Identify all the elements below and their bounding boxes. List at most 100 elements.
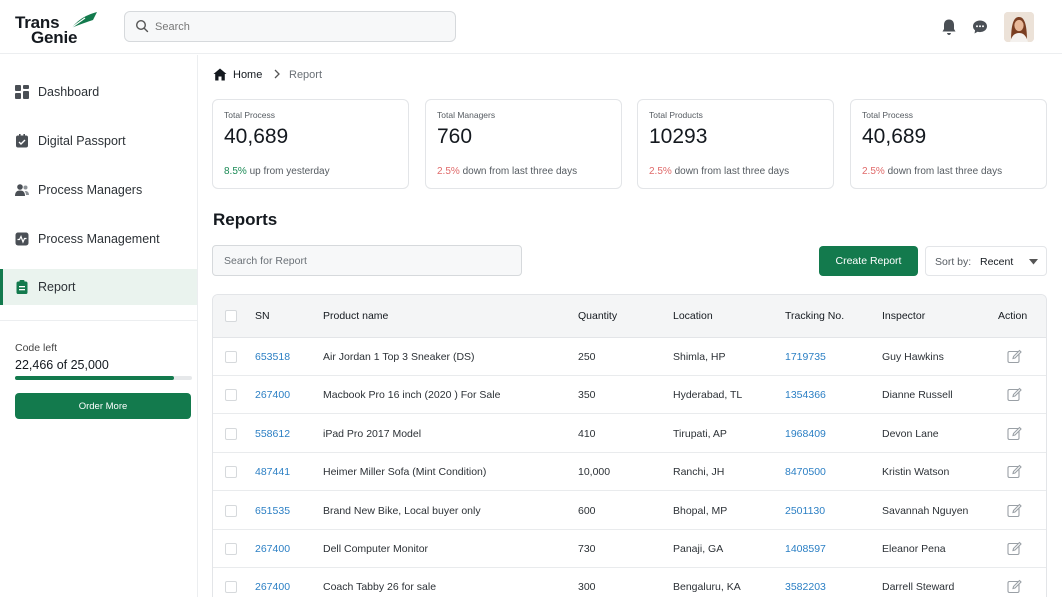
row-sn-link[interactable]: 267400	[255, 581, 291, 594]
sort-dropdown[interactable]: Sort by: Recent	[925, 246, 1047, 276]
activity-icon	[15, 232, 29, 246]
stat-trend: 8.5% up from yesterday	[224, 166, 330, 177]
stat-trend-percent: 2.5%	[862, 166, 885, 177]
sidebar-item-label: Dashboard	[38, 85, 100, 99]
stat-trend-percent: 2.5%	[437, 166, 460, 177]
logo-text-line1: Trans	[15, 13, 60, 32]
row-location: Bhopal, MP	[673, 504, 728, 517]
order-more-button[interactable]: Order More	[15, 393, 191, 419]
row-product-name: Coach Tabby 26 for sale	[323, 581, 437, 594]
row-inspector: Darrell Steward	[882, 581, 955, 594]
row-sn-link[interactable]: 558612	[255, 427, 291, 440]
passport-icon	[16, 134, 28, 148]
row-sn-link[interactable]: 651535	[255, 504, 291, 517]
row-location: Ranchi, JH	[673, 466, 725, 479]
edit-icon[interactable]	[1007, 387, 1022, 402]
reports-title: Reports	[213, 210, 278, 229]
stat-card: Total Managers 760 2.5% down from last t…	[425, 99, 622, 189]
row-tracking-link[interactable]: 1408597	[785, 543, 826, 555]
row-inspector: Savannah Nguyen	[882, 504, 969, 517]
row-tracking-link[interactable]: 1354366	[785, 389, 826, 402]
search-input[interactable]	[155, 12, 445, 41]
stat-label: Total Process	[224, 110, 276, 120]
sort-value: Recent	[980, 256, 1014, 268]
row-tracking-link[interactable]: 3582203	[785, 581, 826, 594]
edit-icon[interactable]	[1007, 426, 1022, 441]
row-inspector: Devon Lane	[882, 427, 939, 440]
row-checkbox[interactable]	[225, 581, 237, 594]
stat-label: Total Products	[649, 110, 703, 120]
leaf-icon	[70, 12, 97, 29]
row-product-name: iPad Pro 2017 Model	[323, 427, 422, 440]
table-row[interactable]: 651535 Brand New Bike, Local buyer only 60…	[213, 492, 1046, 530]
row-inspector: Dianne Russell	[882, 389, 953, 402]
edit-icon[interactable]	[1007, 541, 1022, 556]
chat-icon[interactable]	[972, 19, 988, 35]
edit-icon[interactable]	[1007, 503, 1022, 518]
column-header-sn[interactable]: SN	[255, 310, 270, 322]
stat-card: Total Process 40,689 8.5% up from yester…	[212, 99, 409, 189]
column-header-quantity[interactable]: Quantity	[578, 310, 618, 322]
row-inspector: Guy Hawkins	[882, 351, 944, 363]
column-header-tracking[interactable]: Tracking No.	[785, 310, 845, 322]
sidebar-item-process-management[interactable]: Process Management	[0, 221, 197, 257]
table-row[interactable]: 267400 Dell Computer Monitor 730 Panaji, GA…	[213, 530, 1046, 568]
edit-icon[interactable]	[1007, 464, 1022, 479]
row-location: Tirupati, AP	[673, 427, 727, 440]
row-sn-link[interactable]: 487441	[255, 466, 291, 479]
report-icon	[16, 280, 28, 294]
row-checkbox[interactable]	[225, 543, 237, 555]
stat-trend-text: up from yesterday	[246, 166, 330, 177]
row-product-name: Brand New Bike, Local buyer only	[323, 504, 481, 517]
sidebar-item-dashboard[interactable]: Dashboard	[0, 74, 197, 110]
row-tracking-link[interactable]: 1719735	[785, 351, 826, 363]
column-header-inspector[interactable]: Inspector	[882, 310, 926, 322]
row-quantity: 300	[578, 581, 596, 594]
row-checkbox[interactable]	[225, 389, 237, 402]
select-all-checkbox[interactable]	[225, 310, 237, 322]
table-row[interactable]: 267400 Macbook Pro 16 inch (2020 ) For Sa…	[213, 376, 1046, 415]
stat-trend-text: down from last three days	[884, 166, 1003, 177]
bell-icon[interactable]	[941, 18, 957, 36]
column-header-product[interactable]: Product name	[323, 310, 389, 322]
top-bar: Trans Genie	[0, 0, 1062, 54]
row-quantity: 10,000	[578, 466, 611, 479]
row-quantity: 730	[578, 543, 596, 555]
stat-value: 760	[437, 125, 473, 148]
row-sn-link[interactable]: 267400	[255, 389, 291, 402]
table-row[interactable]: 653518 Air Jordan 1 Top 3 Sneaker (DS) 250…	[213, 338, 1046, 376]
row-tracking-link[interactable]: 1968409	[785, 427, 826, 440]
row-sn-link[interactable]: 653518	[255, 351, 291, 363]
row-checkbox[interactable]	[225, 466, 237, 479]
edit-icon[interactable]	[1007, 349, 1022, 364]
create-report-button[interactable]: Create Report	[819, 246, 918, 276]
row-checkbox[interactable]	[225, 351, 237, 363]
row-tracking-link[interactable]: 8470500	[785, 466, 826, 479]
report-search-input[interactable]	[212, 245, 522, 276]
row-checkbox[interactable]	[225, 427, 237, 440]
sidebar-item-process-managers[interactable]: Process Managers	[0, 172, 197, 208]
row-tracking-link[interactable]: 2501130	[785, 504, 826, 517]
breadcrumb-home[interactable]: Home	[233, 69, 263, 81]
sidebar-item-report[interactable]: Report	[0, 269, 197, 305]
sidebar-item-label: Process Management	[38, 232, 160, 246]
global-search[interactable]	[124, 11, 456, 42]
table-row[interactable]: 267400 Coach Tabby 26 for sale 300 Bengalur…	[213, 568, 1046, 597]
reports-table: SN Product name Quantity Location Tracki…	[212, 294, 1047, 597]
code-usage-progress-fill	[15, 376, 175, 380]
logo[interactable]: Trans Genie	[15, 10, 97, 46]
home-icon[interactable]	[213, 68, 227, 81]
row-quantity: 350	[578, 389, 596, 402]
table-row[interactable]: 558612 iPad Pro 2017 Model 410 Tirupati, AP…	[213, 415, 1046, 453]
sidebar-item-digital-passport[interactable]: Digital Passport	[0, 123, 197, 159]
chevron-right-icon	[274, 69, 280, 79]
column-header-location[interactable]: Location	[673, 310, 713, 322]
row-sn-link[interactable]: 267400	[255, 543, 291, 555]
stat-trend: 2.5% down from last three days	[437, 166, 577, 177]
search-icon	[135, 19, 149, 33]
edit-icon[interactable]	[1007, 579, 1022, 594]
table-header: SN Product name Quantity Location Tracki…	[213, 295, 1046, 338]
user-avatar[interactable]	[1004, 12, 1034, 42]
row-checkbox[interactable]	[225, 504, 237, 517]
table-row[interactable]: 487441 Heimer Miller Sofa (Mint Condition…	[213, 453, 1046, 492]
